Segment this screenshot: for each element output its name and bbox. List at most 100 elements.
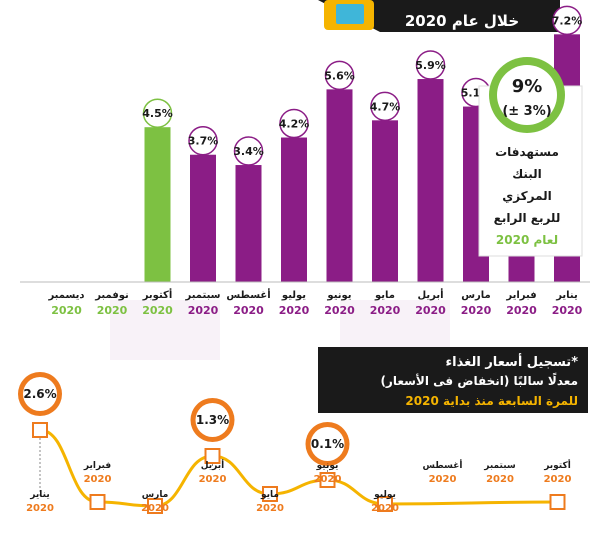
bottom-banner-line1: تسجيل أسعار الغذاء*	[446, 353, 579, 370]
data-point	[89, 494, 106, 510]
value-label: 5.6%	[324, 69, 355, 82]
value-bubble-inner	[195, 403, 230, 437]
month-label: أبريل	[201, 459, 224, 471]
target-line-5: لعام 2020	[496, 233, 558, 248]
value-label: 3.7%	[188, 135, 219, 148]
year-label: 2020	[188, 304, 219, 317]
year-label: 2020	[415, 304, 446, 317]
year-label: 2020	[552, 304, 583, 317]
year-label: 2020	[97, 304, 128, 317]
value-label: 3.4%	[233, 145, 264, 158]
data-point	[319, 472, 336, 488]
bar	[326, 89, 353, 282]
value-label-bubble	[415, 50, 446, 80]
value-label-bubble	[233, 136, 264, 166]
value-label: 4.7%	[370, 100, 401, 113]
bottom-banner-line2: معدلًا سالبًا (انخفاض فى الأسعار)	[380, 372, 578, 388]
month-label: أكتوبر	[142, 288, 173, 301]
data-point	[147, 498, 163, 514]
data-point	[377, 496, 393, 512]
target-circle-inner	[497, 65, 557, 125]
month-label: فبراير	[83, 461, 111, 471]
year-label: 2020	[233, 304, 264, 317]
value-label-bubble	[188, 125, 218, 156]
series-line	[39, 428, 558, 508]
month-label: يونيو	[316, 461, 339, 471]
bottom-banner-bg	[318, 347, 588, 413]
month-label: مايو	[260, 490, 279, 500]
target-headline-value: 9%	[512, 76, 543, 97]
building-icon	[336, 4, 364, 24]
top-banner-year: خلال عام 2020	[405, 12, 519, 30]
year-label: 2020	[314, 474, 342, 485]
top-banner-bg	[318, 0, 560, 32]
bar	[281, 137, 307, 282]
value-label: 4.2%	[279, 118, 310, 131]
data-point	[262, 486, 278, 502]
data-point	[549, 494, 566, 510]
year-label: 2020	[26, 503, 54, 514]
target-line-3: المركزي	[502, 189, 552, 203]
month-label: مايو	[374, 290, 395, 301]
value-bubble-inner	[23, 377, 57, 411]
month-label: يوليو	[373, 490, 396, 500]
year-label: 2020	[506, 304, 537, 317]
bar	[190, 154, 216, 282]
value-bubble-inner	[310, 427, 345, 461]
bar	[144, 127, 171, 282]
bar	[417, 79, 444, 282]
year-label: 2020	[371, 503, 399, 514]
bottom-banner-line3: للمرة السابعة منذ بداية 2020	[405, 394, 578, 408]
background-shapes	[110, 300, 450, 360]
value-label: 1.3%	[196, 413, 229, 427]
year-label: 2020	[279, 304, 310, 317]
year-label: 2020	[51, 304, 82, 317]
month-label: أكتوبر	[543, 459, 571, 471]
month-label: نوفمبر	[94, 290, 129, 301]
data-point	[32, 422, 48, 438]
value-label: 7.2%	[552, 14, 583, 27]
month-label: مارس	[461, 290, 491, 301]
target-line-4: للربع الرابع	[494, 211, 561, 225]
year-label: 2020	[142, 304, 173, 317]
year-label: 2020	[544, 474, 572, 485]
year-label: 2020	[199, 474, 227, 485]
value-label: 4.5%	[142, 107, 173, 120]
top-banner: خلال عام 2020	[318, 0, 560, 32]
cbe-target-box: 9% (± 3%) مستهدفات البنك المركزي للربع ا…	[478, 57, 583, 257]
data-point	[204, 448, 221, 464]
target-line-2: البنك	[512, 167, 542, 181]
month-label: أغسطس	[226, 288, 270, 301]
bar	[235, 165, 262, 282]
year-label: 2020	[84, 474, 112, 485]
target-range-value: (± 3%)	[502, 104, 551, 119]
value-label-bubble	[552, 5, 582, 36]
value-label: 5.9%	[415, 59, 446, 72]
month-label: أبريل	[417, 288, 443, 301]
value-label-bubble	[142, 98, 173, 128]
month-label: يونيو	[326, 290, 351, 301]
value-label-bubble	[324, 60, 355, 91]
month-label: فبراير	[505, 290, 536, 301]
month-label: يناير	[29, 490, 49, 500]
year-label: 2020	[324, 304, 355, 317]
bar	[372, 120, 398, 282]
year-label: 2020	[461, 304, 492, 317]
value-label: 2.6%	[23, 387, 56, 401]
value-label-bubble	[370, 91, 400, 122]
food-price-line-chart: 2.6% يناير 2020 فبراير 2020 مارس 2020 1.3% أبريل…	[18, 372, 571, 514]
value-label-bubble	[279, 108, 309, 139]
month-label: سبتمبر	[483, 461, 516, 471]
month-label: يوليو	[281, 290, 306, 301]
month-label: ديسمبر	[47, 290, 84, 301]
month-label: أغسطس	[423, 459, 463, 471]
year-label: 2020	[256, 503, 284, 514]
year-label: 2020	[141, 503, 169, 514]
year-label: 2020	[486, 474, 514, 485]
bottom-banner: تسجيل أسعار الغذاء* معدلًا سالبًا (انخفا…	[318, 347, 588, 413]
month-label: سبتمبر	[184, 290, 220, 301]
month-label: مارس	[142, 490, 169, 500]
value-label: 0.1%	[311, 437, 344, 451]
target-line-1: مستهدفات	[495, 145, 559, 159]
